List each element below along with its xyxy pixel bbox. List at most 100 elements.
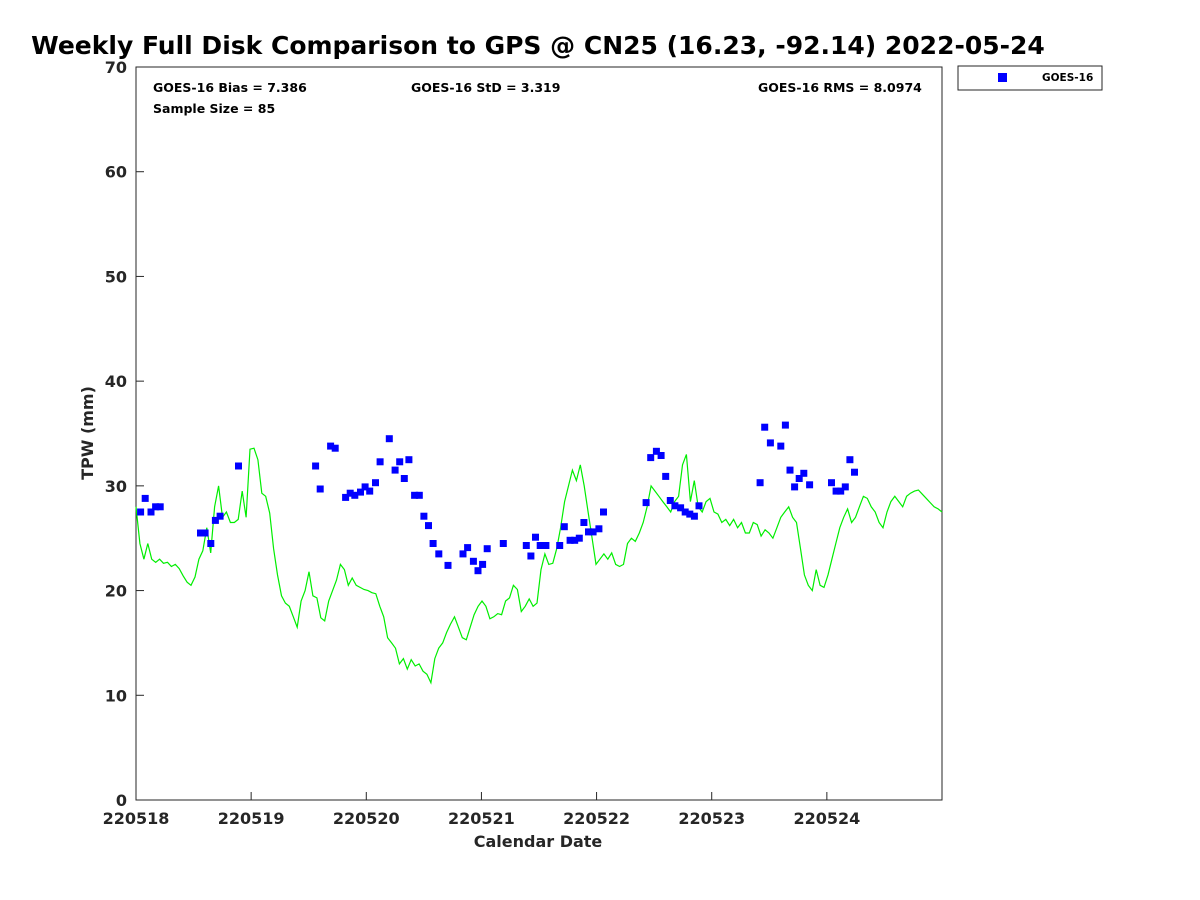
x-tick-label: 220519 <box>218 809 285 828</box>
goes16-point <box>479 560 487 568</box>
goes16-point <box>781 421 789 429</box>
goes16-point <box>327 442 335 450</box>
goes16-point <box>662 472 670 480</box>
goes16-point <box>366 487 374 495</box>
goes16-point <box>832 487 840 495</box>
legend-box <box>957 65 1103 91</box>
goes16-point <box>357 488 364 496</box>
goes16-point <box>396 458 404 466</box>
goes16-point <box>786 466 794 474</box>
goes16-point <box>201 529 209 537</box>
goes16-point <box>532 533 539 541</box>
goes16-point <box>420 512 428 520</box>
goes16-point <box>851 468 858 476</box>
y-tick-label: 10 <box>105 686 127 705</box>
goes16-point <box>207 540 215 547</box>
goes16-point <box>474 567 482 575</box>
goes16-point <box>657 452 665 459</box>
goes16-point <box>666 497 674 504</box>
goes16-point <box>652 447 660 455</box>
goes16-point <box>435 550 443 558</box>
goes16-point <box>429 540 437 547</box>
goes16-point <box>197 529 204 537</box>
goes16-point <box>647 454 655 462</box>
goes16-point <box>137 508 145 516</box>
goes16-point <box>841 483 849 491</box>
goes16-point <box>152 503 160 511</box>
y-tick-label: 50 <box>105 267 127 286</box>
plot-area-frame <box>135 66 943 801</box>
goes16-point <box>828 479 835 487</box>
x-tick-label: 220524 <box>793 809 860 828</box>
gps-tpw-line <box>135 447 943 685</box>
goes16-point <box>695 502 703 510</box>
goes16-point <box>800 469 808 477</box>
goes16-point <box>756 479 764 487</box>
goes16-point <box>777 442 785 450</box>
x-tick-label: 220520 <box>333 809 400 828</box>
goes16-point <box>411 491 419 499</box>
goes16-point <box>671 502 679 510</box>
goes16-point <box>499 540 507 547</box>
goes16-points <box>137 421 858 575</box>
goes16-point <box>846 456 854 464</box>
x-tick-label: 220518 <box>103 809 170 828</box>
goes16-point <box>156 503 164 511</box>
goes16-point <box>464 544 472 552</box>
sample-size-stat: Sample Size = 85 <box>153 101 275 116</box>
goes16-point <box>542 542 550 549</box>
x-axis: 220518 220519 220520 220521 220522 220523 2205… <box>103 792 860 828</box>
plot-content <box>135 421 943 685</box>
goes16-point <box>425 522 432 530</box>
legend-label-goes16: GOES-16 <box>1042 72 1093 84</box>
goes16-point <box>556 542 564 549</box>
goes16-point <box>400 475 408 482</box>
x-tick-label: 220523 <box>678 809 745 828</box>
std-stat: GOES-16 StD = 3.319 <box>411 80 560 95</box>
goes16-point <box>681 508 689 516</box>
goes16-point <box>560 523 568 531</box>
y-tick-label: 20 <box>105 582 127 601</box>
goes16-point <box>235 462 242 470</box>
goes16-point <box>376 458 384 466</box>
goes16-point <box>459 550 467 558</box>
goes16-point <box>469 557 477 565</box>
goes16-point <box>216 512 224 520</box>
goes16-point <box>806 481 814 489</box>
goes16-point <box>351 491 359 499</box>
goes16-point <box>312 462 320 470</box>
legend-marker-goes16 <box>998 73 1007 82</box>
y-tick-label: 60 <box>105 163 127 182</box>
legend: GOES-16 <box>957 65 1103 91</box>
goes16-point <box>536 542 544 549</box>
goes16-point <box>147 508 155 516</box>
goes16-point <box>527 552 535 560</box>
x-tick-label: 220522 <box>563 809 630 828</box>
y-axis-label: TPW (mm) <box>78 386 97 480</box>
goes16-point <box>589 528 597 536</box>
goes16-point <box>141 494 149 502</box>
goes16-point <box>690 512 698 520</box>
goes16-point <box>761 423 769 431</box>
x-tick-label: 220521 <box>448 809 515 828</box>
goes16-point <box>642 499 650 507</box>
goes16-point <box>791 483 799 491</box>
goes16-point <box>600 508 607 516</box>
goes16-point <box>405 456 413 464</box>
y-tick-label: 70 <box>105 58 127 77</box>
goes16-point <box>575 534 583 542</box>
goes16-point <box>331 444 339 452</box>
goes16-point <box>837 487 845 495</box>
goes16-point <box>342 493 350 501</box>
goes16-point <box>566 536 574 544</box>
goes16-point <box>211 516 219 524</box>
goes16-point <box>795 475 803 482</box>
chart-title: Weekly Full Disk Comparison to GPS @ CN2… <box>31 31 1045 60</box>
y-axis: 0 10 20 30 40 50 60 70 <box>105 58 144 810</box>
y-tick-label: 30 <box>105 477 127 496</box>
y-tick-label: 0 <box>116 791 127 810</box>
goes16-point <box>444 561 452 569</box>
goes16-point <box>686 510 694 518</box>
y-tick-label: 40 <box>105 372 127 391</box>
goes16-point <box>361 483 369 491</box>
